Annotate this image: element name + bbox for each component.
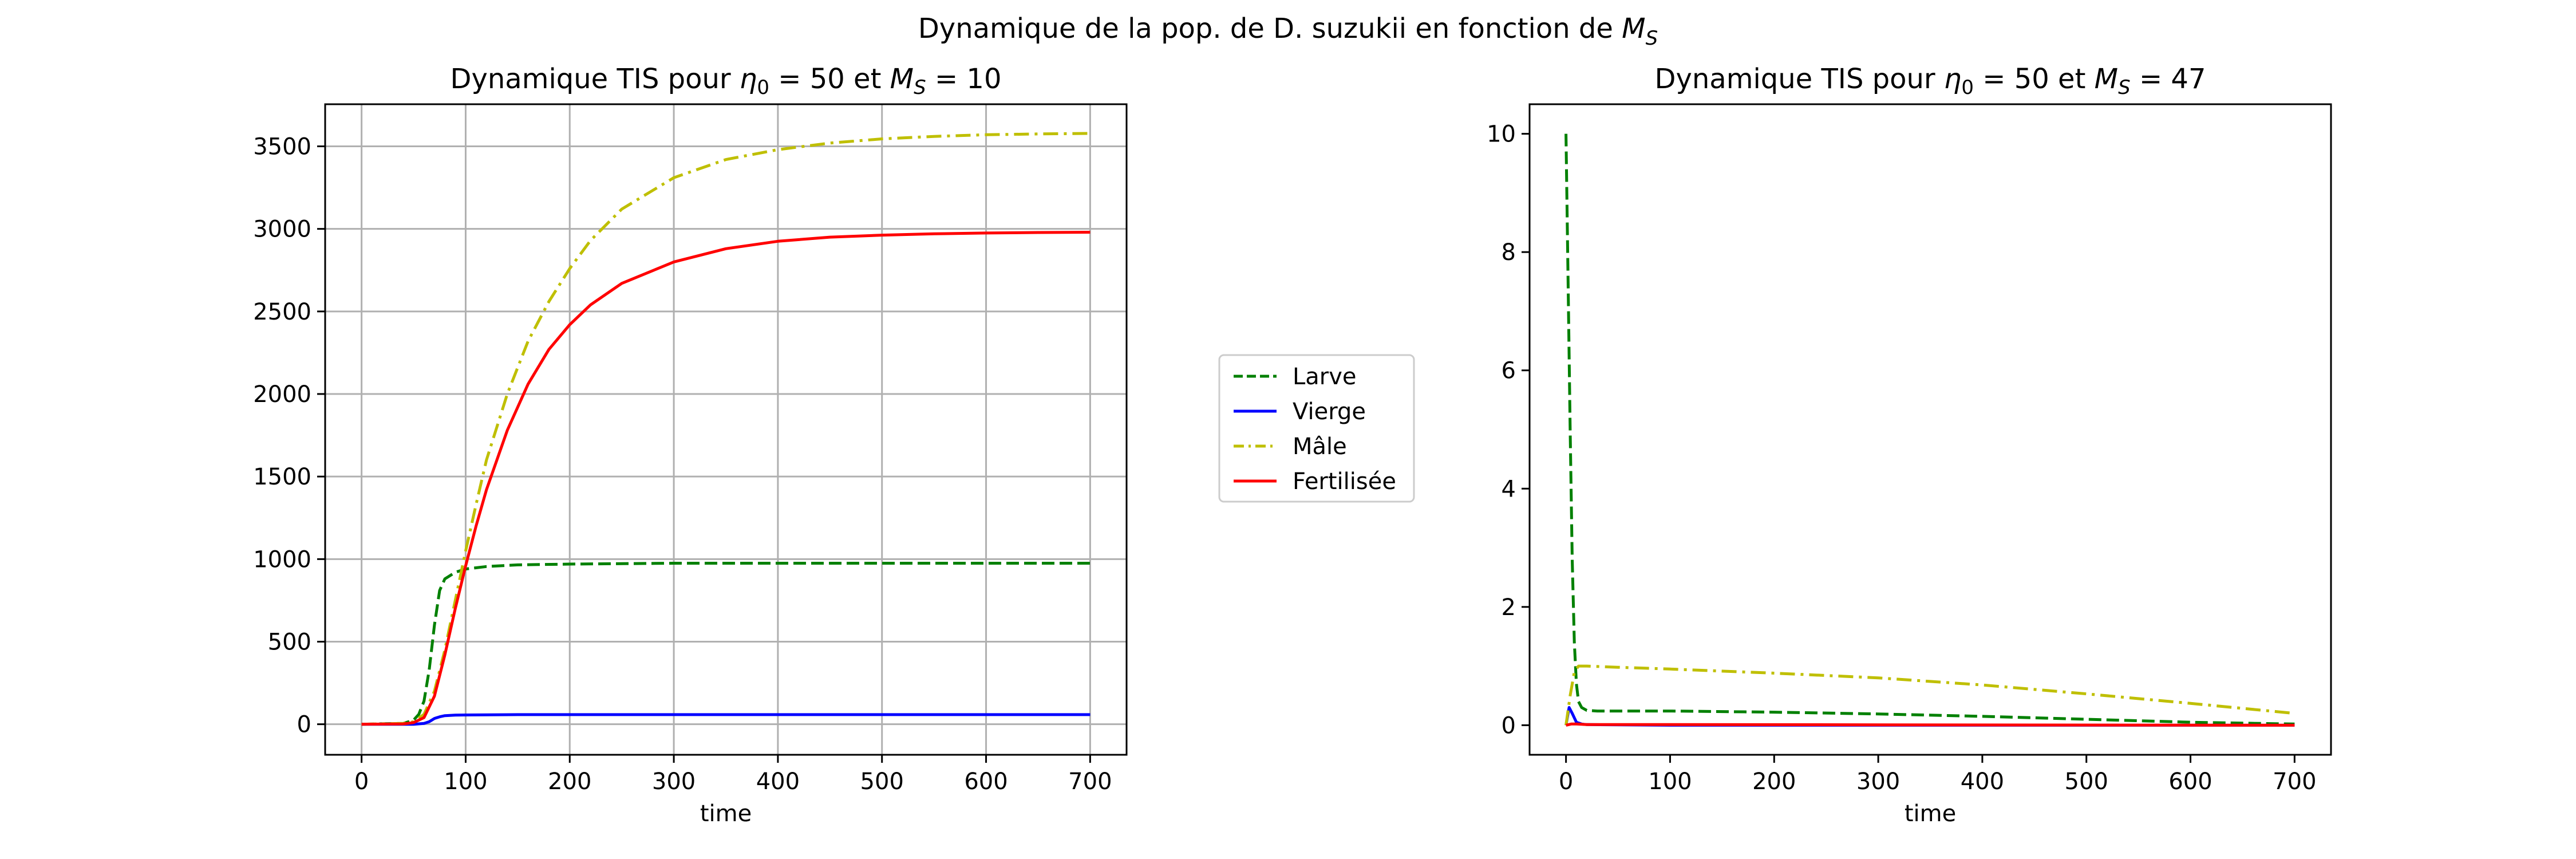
x-tick-label: 400 bbox=[1961, 769, 2004, 795]
title-ms-sub: S bbox=[914, 76, 926, 99]
y-tick-label: 2 bbox=[1502, 594, 1516, 621]
title-ms: M bbox=[2095, 63, 2118, 95]
y-tick-label: 1000 bbox=[253, 546, 311, 573]
ticks-left: 0 100 200 300 400 500 600 700 0 500 1000 1500 2000 25… bbox=[253, 134, 1112, 795]
axes-frame-left bbox=[324, 103, 1128, 756]
legend-label: Vierge bbox=[1293, 399, 1366, 425]
x-tick-label: 700 bbox=[2273, 769, 2316, 795]
legend: Larve Vierge Mâle Fertilisée bbox=[1218, 354, 1415, 503]
title-prefix: Dynamique TIS pour bbox=[1654, 63, 1943, 95]
title-mid: = 50 et bbox=[1974, 63, 2095, 95]
x-tick-label: 600 bbox=[2168, 769, 2212, 795]
legend-entries: Larve Vierge Mâle Fertilisée bbox=[1234, 364, 1396, 495]
suptitle-math-sub: S bbox=[1646, 27, 1658, 50]
title-suffix: = 10 bbox=[926, 63, 1002, 95]
y-tick-label: 0 bbox=[1502, 712, 1516, 739]
title-eta: η bbox=[740, 63, 757, 95]
subplot-right: 0 100 200 300 400 500 600 700 0 2 4 6 8 10 Dynamique … bbox=[1487, 63, 2332, 827]
series-line-larve bbox=[361, 562, 1091, 726]
title-eta-sub: 0 bbox=[757, 76, 769, 99]
series-line-male bbox=[361, 132, 1091, 726]
title-ms-sub: S bbox=[2118, 76, 2131, 99]
title-suffix: = 47 bbox=[2131, 63, 2206, 95]
x-tick-label: 300 bbox=[652, 769, 696, 795]
subplot-left: 0 100 200 300 400 500 600 700 0 500 1000 1500 2000 25… bbox=[253, 63, 1128, 827]
subplot-title-right: Dynamique TIS pour η0 = 50 et MS = 47 bbox=[1654, 63, 2206, 99]
y-tick-label: 3500 bbox=[253, 134, 311, 160]
title-eta-sub: 0 bbox=[1961, 76, 1974, 99]
x-tick-label: 500 bbox=[2065, 769, 2108, 795]
legend-box bbox=[1218, 354, 1415, 503]
suptitle-math: M bbox=[1622, 13, 1645, 45]
grid-left bbox=[325, 104, 1127, 755]
series-line-vierge bbox=[361, 713, 1091, 726]
y-tick-label: 10 bbox=[1487, 121, 1516, 148]
legend-label: Mâle bbox=[1293, 434, 1347, 460]
x-tick-label: 100 bbox=[444, 769, 487, 795]
series-line-male bbox=[1564, 664, 2295, 726]
series-line-fertilisee bbox=[361, 231, 1091, 726]
y-tick-label: 4 bbox=[1502, 476, 1516, 502]
x-axis-label-left: time bbox=[700, 801, 752, 827]
figure-suptitle: Dynamique de la pop. de D. suzukii en fo… bbox=[918, 13, 1658, 50]
y-tick-label: 8 bbox=[1502, 239, 1516, 266]
y-tick-label: 0 bbox=[297, 712, 311, 738]
subplot-title-left: Dynamique TIS pour η0 = 50 et MS = 10 bbox=[450, 63, 1001, 99]
x-tick-label: 200 bbox=[1752, 769, 1796, 795]
legend-label: Fertilisée bbox=[1293, 468, 1396, 495]
series-right bbox=[1564, 133, 2295, 727]
x-tick-label: 600 bbox=[964, 769, 1008, 795]
series-left bbox=[361, 132, 1091, 726]
legend-label: Larve bbox=[1293, 364, 1357, 390]
y-tick-label: 6 bbox=[1502, 358, 1516, 384]
y-tick-label: 2000 bbox=[253, 381, 311, 408]
x-tick-label: 300 bbox=[1856, 769, 1900, 795]
title-prefix: Dynamique TIS pour bbox=[450, 63, 739, 95]
x-tick-label: 200 bbox=[548, 769, 591, 795]
series-line-larve bbox=[1564, 133, 2295, 726]
title-mid: = 50 et bbox=[769, 63, 890, 95]
title-eta: η bbox=[1944, 63, 1961, 95]
y-tick-label: 3000 bbox=[253, 216, 311, 243]
series-line-fertilisee bbox=[1566, 722, 2295, 727]
y-tick-label: 1500 bbox=[253, 464, 311, 490]
y-tick-label: 2500 bbox=[253, 299, 311, 325]
x-tick-label: 400 bbox=[756, 769, 800, 795]
x-tick-label: 0 bbox=[354, 769, 369, 795]
y-tick-label: 500 bbox=[268, 629, 311, 655]
x-tick-label: 100 bbox=[1648, 769, 1692, 795]
suptitle-text: Dynamique de la pop. de D. suzukii en fo… bbox=[918, 13, 1622, 45]
x-tick-label: 700 bbox=[1068, 769, 1112, 795]
title-ms: M bbox=[890, 63, 914, 95]
x-tick-label: 0 bbox=[1559, 769, 1573, 795]
x-axis-label-right: time bbox=[1905, 801, 1956, 827]
ticks-right: 0 100 200 300 400 500 600 700 0 2 4 6 8 10 bbox=[1487, 121, 2316, 795]
x-tick-label: 500 bbox=[860, 769, 904, 795]
axes-frame-right bbox=[1528, 103, 2332, 756]
